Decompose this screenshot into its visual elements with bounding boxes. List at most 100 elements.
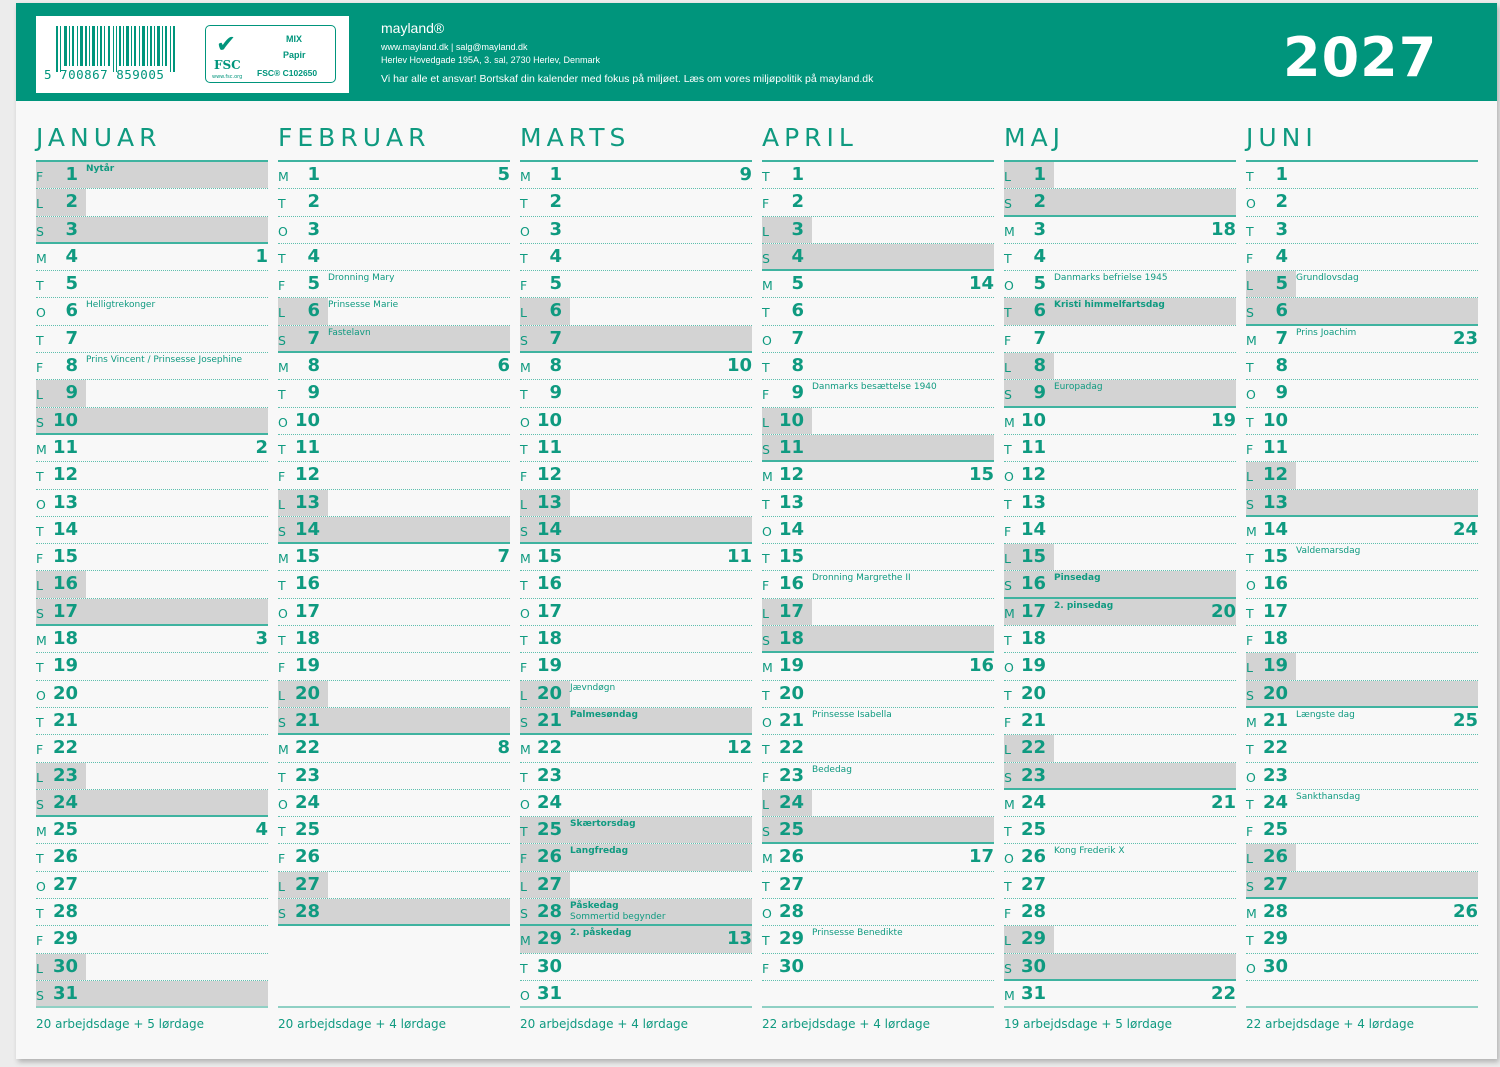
weekday-letter: L: [36, 387, 43, 403]
day-number: 7: [65, 327, 78, 349]
weekday-letter: F: [36, 933, 44, 949]
day-number: 15: [778, 546, 804, 568]
day-number: 13: [294, 491, 320, 513]
day-number: 22: [1262, 737, 1288, 759]
day-row: F 14: [1004, 517, 1236, 545]
weekday-letter: M: [278, 551, 289, 567]
day-row: F 22: [36, 735, 268, 763]
day-row: S 9 Europadag: [1004, 380, 1236, 408]
day-row: T 22: [762, 735, 994, 763]
day-row: L 10: [762, 407, 994, 435]
day-number: 12: [778, 464, 804, 486]
weekday-letter: F: [1004, 714, 1012, 730]
weekday-letter: T: [1004, 687, 1012, 703]
weekday-letter: M: [278, 742, 289, 758]
weekday-letter: S: [278, 714, 286, 730]
day-number: 11: [1020, 436, 1046, 458]
day-shade: [36, 980, 268, 1007]
day-number: 28: [1262, 901, 1288, 923]
day-number: 21: [52, 709, 78, 731]
week-number: 11: [726, 546, 752, 568]
weekday-letter: F: [762, 960, 770, 976]
weekday-letter: T: [1246, 169, 1254, 184]
weekday-letter: O: [762, 714, 772, 730]
day-row: M 17 2. pinsedag 20: [1004, 598, 1236, 627]
day-shade: [1246, 871, 1478, 898]
week-number: 1: [255, 245, 268, 267]
weekday-letter: L: [1246, 278, 1253, 294]
day-number: 17: [536, 600, 562, 622]
day-number: 4: [791, 245, 804, 267]
day-row: F 29: [36, 926, 268, 954]
day-number: 11: [778, 436, 804, 458]
weekday-letter: F: [520, 278, 528, 294]
day-shade: [762, 407, 812, 434]
weekday-letter: S: [762, 441, 770, 457]
day-number: 20: [778, 682, 804, 704]
weekday-letter: T: [36, 906, 44, 922]
day-row: T 11: [278, 435, 510, 463]
weekday-letter: L: [1004, 360, 1011, 376]
day-number: 25: [536, 819, 562, 841]
weekday-letter: F: [36, 742, 44, 758]
day-number: 4: [307, 245, 320, 267]
day-number: 17: [1020, 600, 1046, 622]
day-shade: [762, 216, 812, 243]
day-number: 27: [52, 873, 78, 895]
week-number: 8: [497, 737, 510, 759]
day-note: Dronning Margrethe II: [812, 573, 911, 584]
month-footer: 20 arbejdsdage + 5 lørdage: [36, 1017, 205, 1031]
weekday-letter: F: [36, 169, 44, 184]
weekday-letter: L: [36, 960, 43, 976]
day-number: 21: [778, 709, 804, 731]
day-number: 8: [307, 355, 320, 377]
footer-line: [762, 1006, 994, 1008]
month-title: JANUAR: [36, 123, 162, 152]
weekday-letter: F: [762, 578, 770, 594]
day-shade: [520, 926, 752, 953]
day-number: 7: [791, 327, 804, 349]
weekday-letter: O: [1246, 387, 1256, 403]
day-row: T 16: [278, 571, 510, 599]
weekday-letter: T: [1246, 742, 1254, 758]
week-number: 5: [497, 164, 510, 185]
day-number: 19: [1020, 655, 1046, 677]
day-note: Skærtorsdag: [570, 819, 636, 830]
day-number: 28: [52, 901, 78, 923]
day-row: O 10: [278, 408, 510, 435]
week-number: 26: [1452, 901, 1478, 923]
weekday-letter: O: [1004, 660, 1014, 676]
month-footer: 19 arbejdsdage + 5 lørdage: [1004, 1017, 1173, 1031]
weekday-letter: S: [278, 906, 286, 922]
day-number: 1: [791, 164, 804, 185]
weekday-letter: L: [1004, 169, 1011, 184]
day-number: 7: [1033, 327, 1046, 349]
weekday-letter: L: [1246, 851, 1253, 867]
day-row: T 11: [1004, 435, 1236, 463]
day-row: S 7 Fastelavn: [278, 325, 510, 354]
day-number: 26: [778, 846, 804, 868]
day-row: O 27: [36, 872, 268, 900]
day-number: 24: [1020, 791, 1046, 813]
day-number: 11: [1262, 436, 1288, 458]
week-number: 17: [968, 846, 994, 868]
day-note: 2. pinsedag: [1054, 600, 1114, 611]
week-number: 13: [726, 928, 752, 950]
day-row: T 28: [36, 899, 268, 927]
month-marts: MARTS M 1 9 T 2 O 3 T 4 F 5 L 6 S 7 M 8 10 T 9 O 10 T 11 F 12 L 13 S 1…: [520, 120, 752, 1009]
day-row: L 22: [1004, 735, 1236, 763]
day-number: 15: [536, 546, 562, 568]
day-shade: [520, 899, 752, 925]
day-number: 22: [52, 737, 78, 759]
day-number: 9: [549, 382, 562, 404]
month-april: APRIL T 1 F 2 L 3 S 4 M 5 14 T 6 O 7 T 8 F 9 Danmarks besætt…: [762, 120, 994, 981]
day-number: 22: [1020, 737, 1046, 759]
